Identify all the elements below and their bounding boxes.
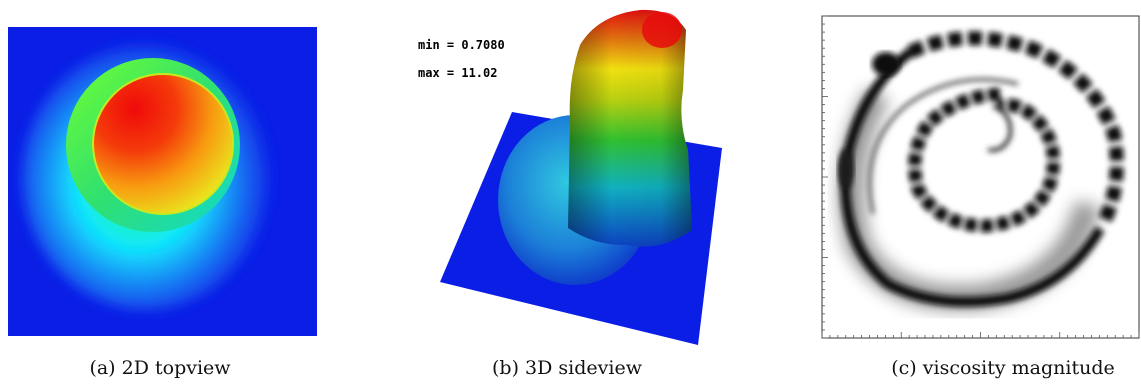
caption-topview: (a) 2D topview bbox=[89, 357, 231, 379]
sideview-plot: min = 0.7080 max = 11.02 bbox=[410, 0, 730, 345]
sideview-column-shading bbox=[568, 9, 692, 247]
viscosity-ticks bbox=[821, 15, 1140, 339]
sideview-peak bbox=[642, 12, 682, 48]
caption-sideview: (b) 3D sideview bbox=[492, 357, 642, 379]
topview-plot bbox=[8, 27, 317, 336]
viscosity-blob-left bbox=[838, 149, 854, 189]
viscosity-outer-top-arc bbox=[907, 31, 1124, 228]
viscosity-mid-arc bbox=[867, 77, 1019, 215]
viscosity-outer-arm bbox=[840, 48, 1105, 307]
min-value-label: min = 0.7080 bbox=[418, 38, 505, 52]
viscosity-blob-topleft bbox=[872, 52, 900, 76]
topview-hot-core bbox=[92, 73, 234, 215]
viscosity-inner-curl bbox=[987, 104, 1013, 153]
caption-viscosity: (c) viscosity magnitude bbox=[891, 357, 1115, 379]
viscosity-inner-spiral bbox=[908, 87, 1060, 233]
viscosity-plot bbox=[818, 14, 1141, 340]
max-value-label: max = 11.02 bbox=[418, 66, 497, 80]
